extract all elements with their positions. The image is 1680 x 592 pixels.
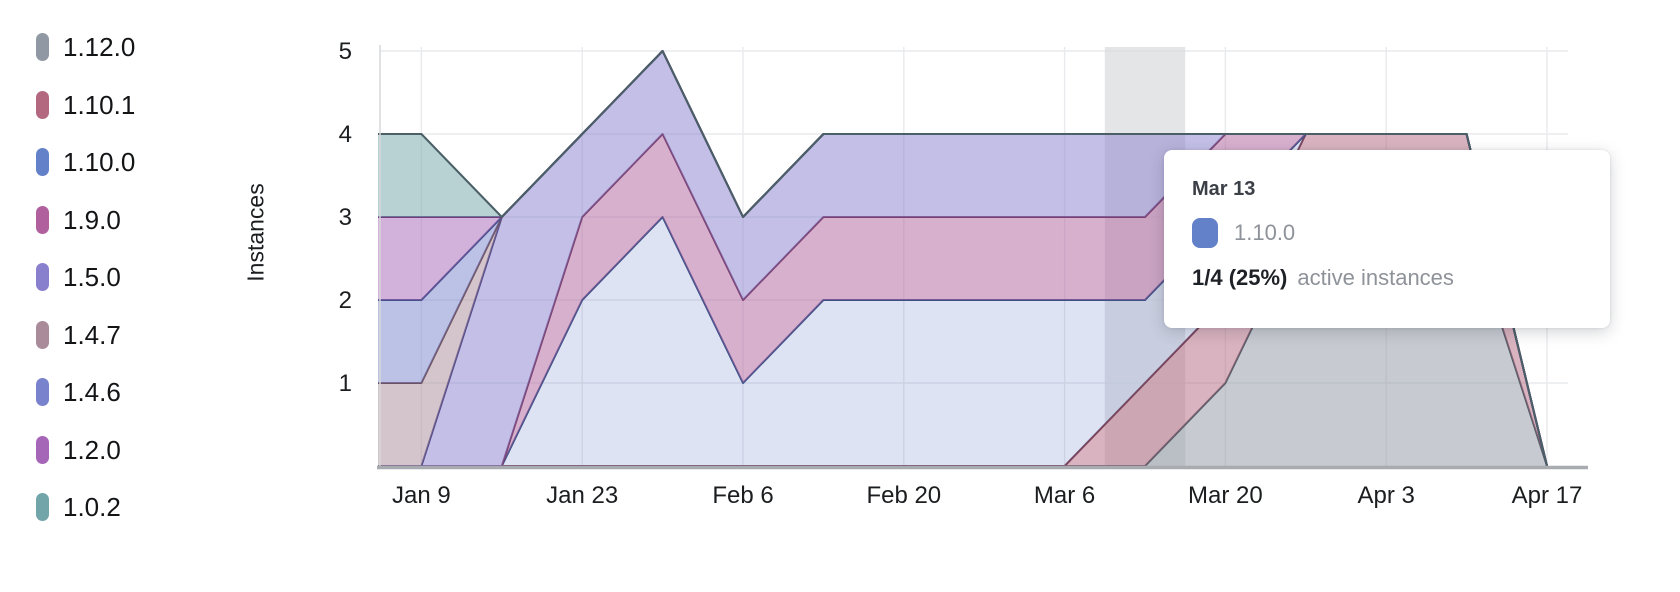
legend-item-label: 1.4.6: [63, 377, 121, 407]
y-tick-label: 4: [339, 121, 352, 148]
legend-item-1.2.0[interactable]: 1.2.0: [36, 434, 135, 465]
legend-item-label: 1.5.0: [63, 262, 121, 292]
x-tick-label: Jan 9: [392, 482, 451, 509]
x-tick-label: Mar 20: [1188, 482, 1263, 509]
tooltip-stats: 1/4 (25%) active instances: [1192, 265, 1610, 291]
x-tick-label: Mar 6: [1034, 482, 1095, 509]
y-tick-label: 3: [339, 204, 352, 231]
legend-item-1.5.0[interactable]: 1.5.0: [36, 263, 135, 291]
tooltip-series-row: 1.10.0: [1192, 218, 1610, 248]
x-tick-label: Apr 3: [1358, 482, 1415, 509]
tooltip-caption: active instances: [1297, 265, 1454, 290]
x-tick-label: Feb 20: [866, 482, 941, 509]
legend-item-label: 1.10.1: [63, 89, 136, 120]
legend-swatch: [36, 205, 49, 234]
legend-item-label: 1.4.7: [63, 319, 121, 350]
legend-item-1.4.6[interactable]: 1.4.6: [36, 378, 135, 406]
legend-item-1.0.2[interactable]: 1.0.2: [36, 493, 135, 521]
tooltip-series-swatch: [1192, 218, 1218, 248]
legend-swatch: [36, 263, 49, 291]
legend-item-label: 1.10.0: [63, 147, 136, 177]
x-tick-label: Jan 23: [546, 482, 618, 509]
legend-swatch: [36, 90, 49, 119]
y-tick-label: 2: [339, 287, 352, 314]
area-1.12.0[interactable]: [341, 217, 1547, 466]
legend-swatch: [36, 148, 49, 176]
series-line-1.0.2: [378, 50, 1548, 467]
legend-item-label: 1.0.2: [63, 492, 121, 522]
y-tick-label: 1: [339, 370, 352, 397]
chart-tooltip: Mar 13 1.10.0 1/4 (25%) active instances: [1164, 150, 1610, 328]
tooltip-series-name: 1.10.0: [1234, 220, 1296, 245]
x-tick-label: Feb 6: [712, 482, 773, 509]
legend-item-label: 1.2.0: [63, 434, 121, 465]
legend-item-1.4.7[interactable]: 1.4.7: [36, 319, 135, 350]
legend-item-1.10.0[interactable]: 1.10.0: [36, 148, 135, 176]
y-tick-label: 5: [339, 38, 352, 65]
legend-swatch: [36, 378, 49, 406]
legend-swatch: [36, 493, 49, 521]
legend-swatch: [36, 33, 49, 61]
chart-legend: 1.12.0 1.10.1 1.10.0 1.9.0 1.5.0 1.4.7 1.4.6 1.…: [36, 33, 135, 551]
legend-item-label: 1.12.0: [63, 32, 136, 62]
tooltip-date: Mar 13: [1192, 178, 1256, 200]
legend-swatch: [36, 320, 49, 349]
legend-swatch: [36, 435, 49, 464]
legend-item-label: 1.9.0: [63, 204, 121, 235]
x-tick-label: Apr 17: [1512, 482, 1583, 509]
tooltip-value: 1/4 (25%): [1192, 265, 1288, 290]
legend-item-1.9.0[interactable]: 1.9.0: [36, 204, 135, 235]
area-1.9.0[interactable]: [341, 134, 1547, 466]
legend-item-1.10.1[interactable]: 1.10.1: [36, 89, 136, 120]
legend-item-1.12.0[interactable]: 1.12.0: [36, 33, 135, 61]
